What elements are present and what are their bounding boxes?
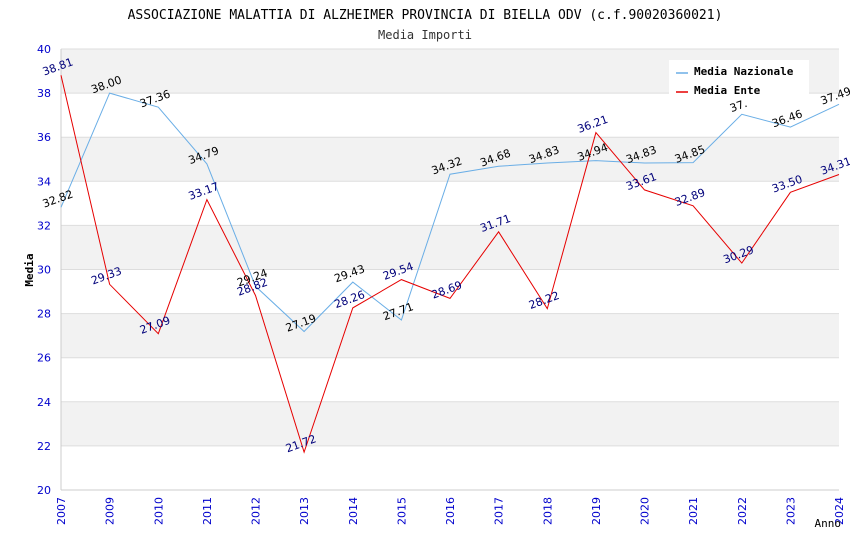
- series-lines: [60, 75, 840, 454]
- x-tick-label: 2012: [250, 497, 263, 525]
- x-axis-label: Anno: [815, 517, 842, 530]
- plot-background: [61, 49, 839, 446]
- legend-label-media-ente: Media Ente: [694, 84, 761, 97]
- x-tick-label: 2022: [736, 497, 749, 525]
- data-label: 33.17: [187, 180, 221, 203]
- x-tick-labels: 2007 2009 2010 2011 2012 2013 2014 2015 2016 2017…: [55, 497, 846, 525]
- y-tick-label: 28: [37, 308, 51, 321]
- x-tick-label: 2020: [639, 497, 652, 525]
- x-tick-label: 2007: [55, 497, 68, 525]
- y-tick-label: 30: [37, 264, 51, 277]
- x-tick-label: 2011: [201, 497, 214, 525]
- x-tick-label: 2010: [152, 497, 165, 525]
- data-label: 32.89: [673, 186, 707, 209]
- plot-band: [61, 401, 839, 446]
- data-label: 36.46: [770, 107, 804, 130]
- data-label: 32.82: [41, 188, 75, 211]
- x-tick-label: 2018: [541, 497, 554, 525]
- y-tick-label: 22: [37, 440, 51, 453]
- y-tick-labels: 20 22 24 26 28 30 32 34 36 38 40: [37, 43, 51, 497]
- y-tick-label: 32: [37, 219, 51, 232]
- y-tick-label: 40: [37, 43, 51, 56]
- y-tick-label: 34: [37, 175, 51, 188]
- y-tick-label: 24: [37, 396, 51, 409]
- chart-subtitle: Media Importi: [378, 28, 472, 42]
- data-label: 28.69: [430, 279, 464, 302]
- series-line-media-nazionale: [60, 92, 840, 333]
- data-label: 28.22: [527, 289, 561, 312]
- plot-band: [61, 313, 839, 358]
- y-tick-label: 36: [37, 131, 51, 144]
- x-tick-label: 2013: [298, 497, 311, 525]
- legend-box: [669, 60, 809, 98]
- y-axis-label: Media: [23, 253, 36, 286]
- y-tick-label: 26: [37, 352, 51, 365]
- data-label: 28.26: [333, 288, 367, 311]
- x-tick-label: 2019: [590, 497, 603, 525]
- legend: Media Nazionale Media Ente: [669, 60, 809, 98]
- x-tick-label: 2009: [104, 497, 117, 525]
- data-label: 37.: [728, 97, 749, 115]
- x-tick-label: 2021: [687, 497, 700, 525]
- y-tick-label: 38: [37, 87, 51, 100]
- y-tick-label: 20: [37, 484, 51, 497]
- series-line-media-ente: [60, 75, 840, 454]
- data-label: 36.21: [576, 113, 610, 136]
- plot-band: [61, 225, 839, 270]
- x-tick-label: 2015: [395, 497, 408, 525]
- legend-label-media-nazionale: Media Nazionale: [694, 65, 794, 78]
- chart-title: ASSOCIAZIONE MALATTIA DI ALZHEIMER PROVI…: [128, 8, 723, 23]
- x-tick-label: 2024: [833, 497, 846, 525]
- x-tick-label: 2016: [444, 497, 457, 525]
- axes: [60, 49, 839, 491]
- x-tick-label: 2017: [493, 497, 506, 525]
- x-tick-label: 2014: [347, 497, 360, 525]
- x-tick-label: 2023: [784, 497, 797, 525]
